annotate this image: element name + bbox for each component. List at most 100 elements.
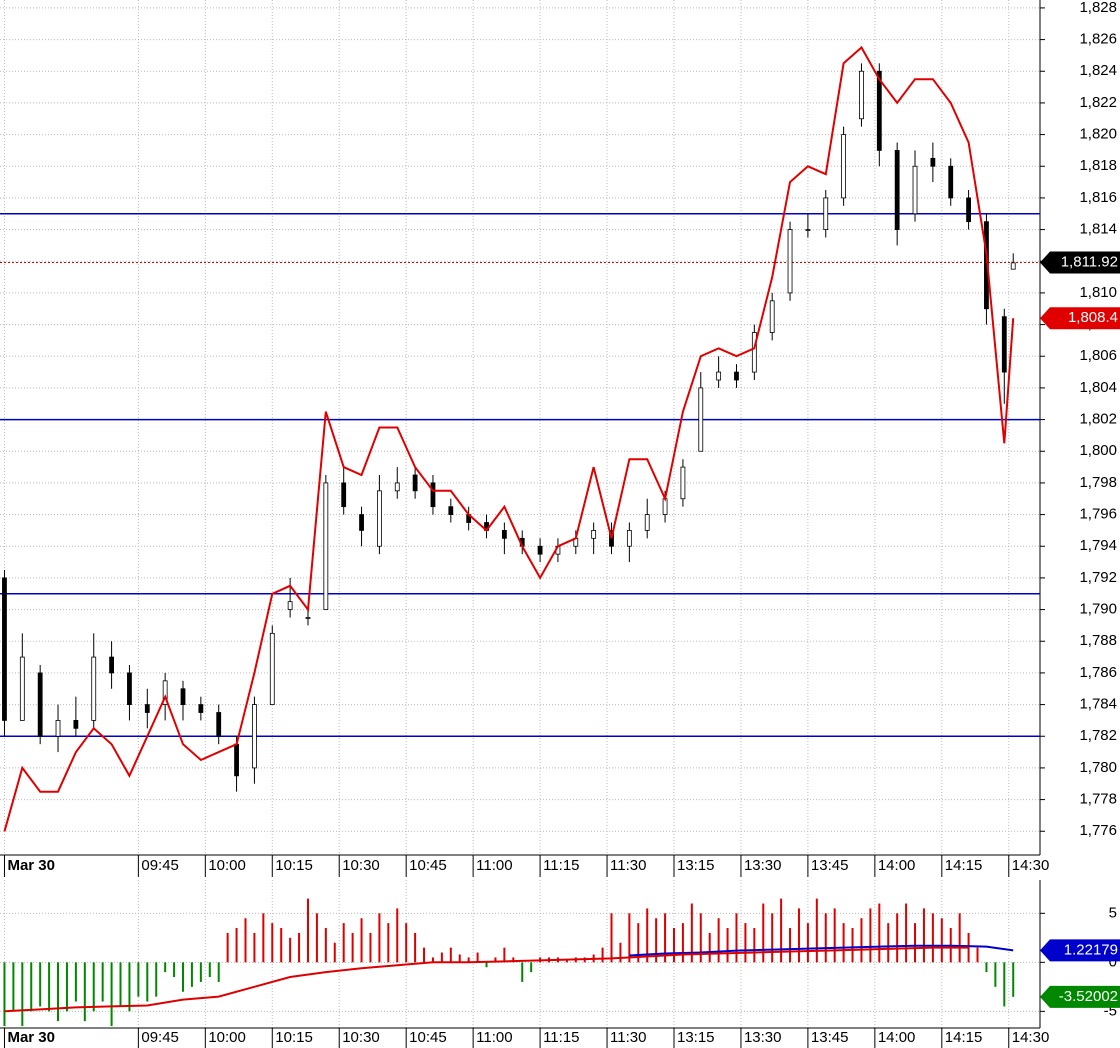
candle-body <box>787 229 793 294</box>
y-tick-label: 1,792 <box>1079 569 1117 586</box>
x-tick-label: 11:30 <box>610 1029 646 1046</box>
x-tick-label: Mar 30 <box>7 857 55 874</box>
histogram-bar <box>253 932 256 963</box>
histogram-bar <box>39 962 42 1007</box>
histogram-bar <box>985 962 988 973</box>
x-tick-label: 14:15 <box>945 857 983 874</box>
histogram-bar <box>280 928 283 963</box>
candle-body <box>394 482 400 492</box>
histogram-bar <box>235 928 238 963</box>
histogram-bar <box>182 962 185 992</box>
candle-body <box>216 712 222 737</box>
x-tick-label: 10:15 <box>275 1029 313 1046</box>
histogram-bar <box>306 898 309 963</box>
histogram-bar <box>21 962 24 1027</box>
candle-body <box>841 134 847 199</box>
candle-body <box>591 530 597 539</box>
x-tick-label: 14:30 <box>1012 1029 1050 1046</box>
candle-body <box>73 720 79 729</box>
histogram-bar <box>298 932 301 963</box>
histogram-bar <box>762 903 765 963</box>
histogram-bar <box>405 923 408 963</box>
histogram-bar <box>940 918 943 963</box>
histogram-bar <box>271 923 274 963</box>
histogram-bar <box>12 962 15 1012</box>
histogram-bar <box>610 913 613 963</box>
candle-body <box>930 157 936 167</box>
histogram-bar <box>931 913 934 963</box>
histogram-bar <box>467 957 470 963</box>
x-tick-label: 13:45 <box>811 857 849 874</box>
x-tick-label: 11:00 <box>476 1029 512 1046</box>
candle-body <box>323 482 329 610</box>
candle-body <box>680 466 686 500</box>
oscillator-line <box>4 946 969 1013</box>
histogram-bar <box>860 918 863 963</box>
x-tick-label: 14:00 <box>878 857 916 874</box>
histogram-bar <box>440 952 443 963</box>
histogram-bar <box>976 947 979 963</box>
price-tag-label: 1,811.92 <box>1061 253 1118 270</box>
histogram-bar <box>324 928 327 963</box>
histogram-bar <box>601 947 604 963</box>
histogram-bar <box>190 962 193 987</box>
candle-body <box>341 482 347 508</box>
histogram-bar <box>101 962 104 1002</box>
histogram-bar <box>887 923 890 963</box>
histogram-bar <box>815 898 818 963</box>
histogram-bar <box>423 947 426 963</box>
x-tick-label: 10:45 <box>409 857 447 874</box>
candle-body <box>448 506 454 515</box>
histogram-bar <box>57 962 60 1022</box>
candle-body <box>1010 262 1016 270</box>
histogram-bar <box>753 928 756 963</box>
histogram-bar <box>958 913 961 963</box>
x-tick-label: 13:30 <box>744 857 782 874</box>
candle-body <box>716 371 722 381</box>
x-tick-label: 13:15 <box>677 857 715 874</box>
histogram-bar <box>369 932 372 963</box>
histogram-bar <box>726 928 729 963</box>
histogram-bar <box>905 903 908 963</box>
histogram-bar <box>289 937 292 963</box>
histogram-bar <box>351 932 354 963</box>
histogram-bar <box>914 923 917 963</box>
candle-body <box>2 577 7 721</box>
candle-body <box>127 672 132 705</box>
histogram-bar <box>155 962 158 997</box>
histogram-bar <box>878 903 881 963</box>
price-tag <box>1040 307 1120 330</box>
histogram-bar <box>797 908 800 963</box>
oscillator-line <box>629 944 1014 957</box>
histogram-bar <box>789 928 792 963</box>
histogram-bar <box>503 947 506 963</box>
y-tick-label: 1,776 <box>1079 822 1117 839</box>
candle-body <box>19 656 25 721</box>
y-tick-label: 1,800 <box>1079 442 1117 459</box>
x-tick-label: 14:00 <box>878 1029 916 1046</box>
histogram-bar <box>824 913 827 963</box>
candle-body <box>37 672 43 737</box>
histogram-bar <box>414 932 417 963</box>
y-tick-label: 1,790 <box>1079 601 1117 618</box>
y-tick-label: 1,782 <box>1079 727 1117 744</box>
histogram-bar <box>199 962 202 982</box>
histogram-bar <box>655 918 658 963</box>
price-tag <box>1040 939 1120 962</box>
price-tag <box>1040 985 1120 1008</box>
x-tick-label: 11:30 <box>610 857 646 874</box>
histogram-bar <box>458 954 461 963</box>
histogram-bar <box>1003 962 1006 1007</box>
histogram-bar <box>74 962 77 1002</box>
x-tick-label: 11:00 <box>476 857 512 874</box>
candle-body <box>537 545 543 555</box>
histogram-bar <box>244 918 247 963</box>
histogram-bar <box>521 962 524 982</box>
histogram-bar <box>735 913 738 963</box>
histogram-bar <box>449 947 452 963</box>
histogram-bar <box>619 942 622 963</box>
candle-body <box>376 490 382 547</box>
histogram-bar <box>717 918 720 963</box>
y-tick-label: 1,794 <box>1079 537 1117 554</box>
